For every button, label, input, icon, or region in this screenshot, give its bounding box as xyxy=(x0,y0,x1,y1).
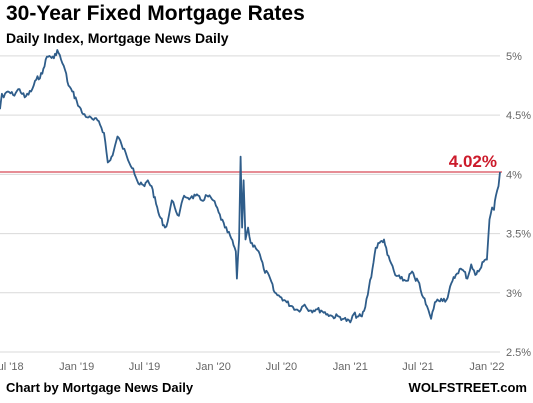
y-axis: 5% 4.5% 4% 3.5% 3% 2.5% xyxy=(506,51,531,359)
chart-credit: Chart by Mortgage News Daily xyxy=(6,380,194,395)
x-tick-label: Jan '22 xyxy=(469,361,504,373)
y-tick-label: 3.5% xyxy=(506,229,531,241)
reference-value-label: 4.02% xyxy=(449,152,497,171)
x-tick-label: Jul '21 xyxy=(402,361,433,373)
y-tick-label: 5% xyxy=(506,51,522,63)
x-tick-label: Jul '18 xyxy=(0,361,24,373)
series-line-0 xyxy=(0,49,501,324)
y-tick-label: 2.5% xyxy=(506,347,531,359)
series-group xyxy=(0,49,501,324)
y-tick-label: 3% xyxy=(506,288,522,300)
x-tick-label: Jan '20 xyxy=(196,361,231,373)
chart-title: 30-Year Fixed Mortgage Rates xyxy=(6,2,305,25)
x-tick-label: Jan '21 xyxy=(333,361,368,373)
y-tick-label: 4% xyxy=(506,169,522,181)
chart-subtitle: Daily Index, Mortgage News Daily xyxy=(6,30,229,46)
brand-label: WOLFSTREET.com xyxy=(408,380,527,395)
x-tick-label: Jul '19 xyxy=(129,361,160,373)
gridlines xyxy=(0,55,500,353)
x-tick-label: Jan '19 xyxy=(59,361,94,373)
reference-line-group: 4.02% xyxy=(0,152,502,173)
y-tick-label: 4.5% xyxy=(506,110,531,122)
x-tick-label: Jul '20 xyxy=(266,361,297,373)
x-axis: Jul '18 Jan '19 Jul '19 Jan '20 Jul '20 Jan '… xyxy=(0,361,504,373)
